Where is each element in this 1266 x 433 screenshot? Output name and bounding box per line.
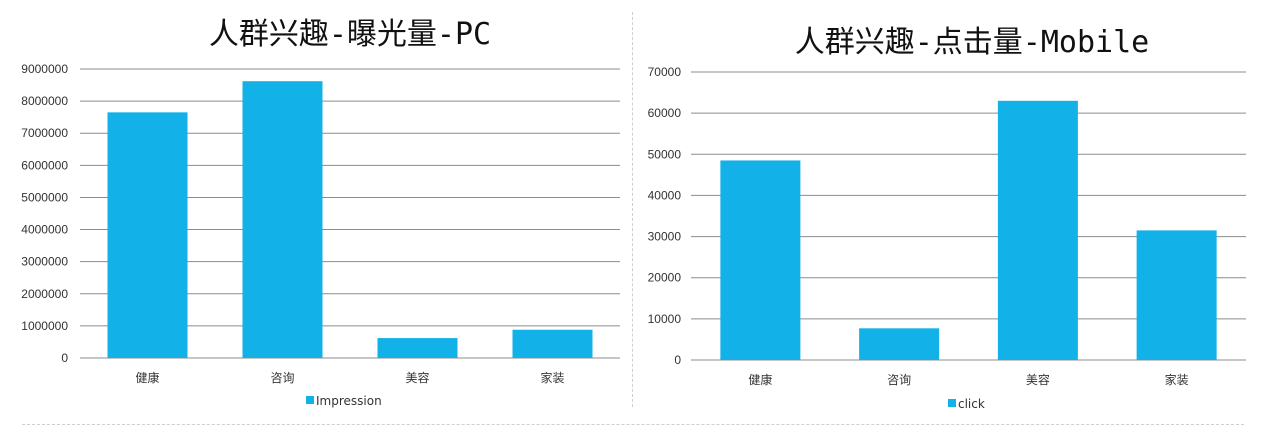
chart-title: 人群兴趣-点击量-Mobile (795, 25, 1150, 60)
bar-impression-3 (512, 329, 593, 358)
legend-label: click (958, 397, 985, 411)
y-tick-label: 30000 (648, 230, 682, 244)
y-tick-label: 6000000 (21, 158, 68, 172)
chart-click-mobile: 人群兴趣-点击量-Mobile 0 10000 20000 30000 40000 5000… (636, 0, 1266, 425)
legend-swatch (306, 396, 314, 404)
x-category-label: 健康 (748, 372, 772, 387)
y-tick-label: 0 (61, 351, 68, 365)
bar-impression-0 (107, 112, 188, 358)
y-tick-label: 70000 (648, 65, 682, 79)
y-tick-label: 20000 (648, 271, 682, 285)
y-tick-label: 40000 (648, 188, 682, 202)
y-tick-label: 2000000 (21, 287, 68, 301)
legend-label: Impression (316, 394, 382, 408)
y-tick-label: 4000000 (21, 223, 68, 237)
legend-swatch (948, 399, 956, 407)
y-tick-label: 60000 (648, 106, 682, 120)
y-tick-label: 3000000 (21, 255, 68, 269)
x-category-label: 咨询 (270, 370, 294, 385)
chart-click-mobile-svg: 人群兴趣-点击量-Mobile 0 10000 20000 30000 40000 5000… (648, 25, 1246, 411)
chart-divider-vertical (632, 12, 633, 407)
y-tick-label: 8000000 (21, 94, 68, 108)
chart-divider-horizontal (22, 424, 1244, 425)
bar-click-2 (997, 100, 1078, 361)
chart-impression-pc-svg: 人群兴趣-曝光量-PC 0 1000000 2000000 3000000 4000000… (21, 17, 620, 408)
x-category-label: 咨询 (887, 372, 911, 387)
chart-title: 人群兴趣-曝光量-PC (209, 17, 491, 52)
bar-impression-1 (242, 81, 323, 359)
x-category-label: 美容 (405, 370, 429, 385)
bar-impression-2 (377, 338, 458, 358)
bar-click-1 (859, 328, 940, 360)
x-category-label: 美容 (1026, 372, 1050, 387)
bar-click-3 (1136, 230, 1217, 360)
chart-impression-pc: 人群兴趣-曝光量-PC 0 1000000 2000000 3000000 4000000… (0, 0, 630, 425)
y-tick-label: 9000000 (21, 62, 68, 76)
y-tick-label: 1000000 (21, 319, 68, 333)
y-tick-label: 10000 (648, 312, 682, 326)
y-tick-label: 5000000 (21, 190, 68, 204)
x-category-label: 健康 (135, 370, 159, 385)
y-tick-label: 50000 (648, 147, 682, 161)
x-category-label: 家装 (1165, 372, 1189, 387)
bar-click-0 (720, 160, 801, 360)
x-category-label: 家装 (540, 370, 564, 385)
y-tick-label: 0 (674, 353, 681, 367)
y-tick-label: 7000000 (21, 126, 68, 140)
